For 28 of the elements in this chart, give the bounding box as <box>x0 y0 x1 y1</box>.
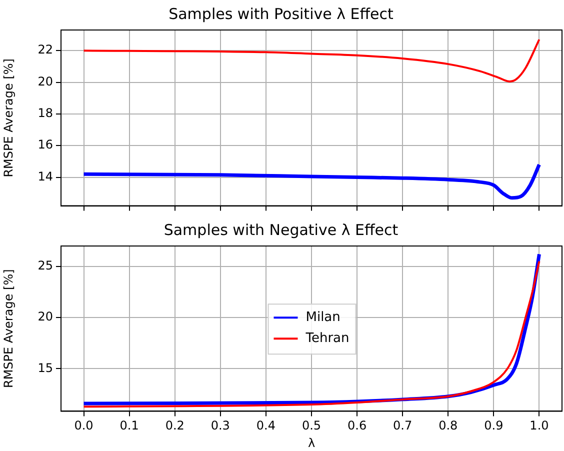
line-series <box>82 38 540 82</box>
x-tick-label: 0.4 <box>256 418 276 433</box>
y-tick-label: 22 <box>38 42 53 57</box>
y-tick-label: 18 <box>38 106 53 120</box>
y-tick-label: 20 <box>38 74 53 88</box>
x-axis-title: λ <box>308 436 316 450</box>
legend-label: Tehran <box>304 330 350 346</box>
x-tick-label: 0.0 <box>74 418 94 433</box>
x-tick-label: 0.5 <box>302 418 322 433</box>
x-tick-label: 0.1 <box>120 418 139 433</box>
y-tick-label: 25 <box>38 258 53 273</box>
x-tick-label: 0.8 <box>438 418 458 433</box>
x-tick-label: 1.0 <box>530 418 549 433</box>
x-tick-label: 0.3 <box>210 418 230 433</box>
chart-title: Samples with Negative λ Effect <box>164 220 398 239</box>
y-tick-label: 14 <box>38 169 53 184</box>
x-tick-label: 0.6 <box>348 418 367 433</box>
y-tick-label: 16 <box>38 138 53 152</box>
x-tick-label: 0.7 <box>393 418 412 433</box>
legend-label: Milan <box>306 310 340 325</box>
line-series <box>82 162 541 200</box>
y-tick-label: 15 <box>38 360 53 375</box>
y-tick-label: 20 <box>38 310 53 324</box>
chart-title: Samples with Positive λ Effect <box>168 4 394 23</box>
y-axis-title: RMSPE Average [%] <box>1 58 16 178</box>
y-axis-title: RMSPE Average [%] <box>1 269 16 388</box>
x-tick-label: 0.9 <box>484 418 504 433</box>
x-tick-label: 0.2 <box>165 418 184 433</box>
